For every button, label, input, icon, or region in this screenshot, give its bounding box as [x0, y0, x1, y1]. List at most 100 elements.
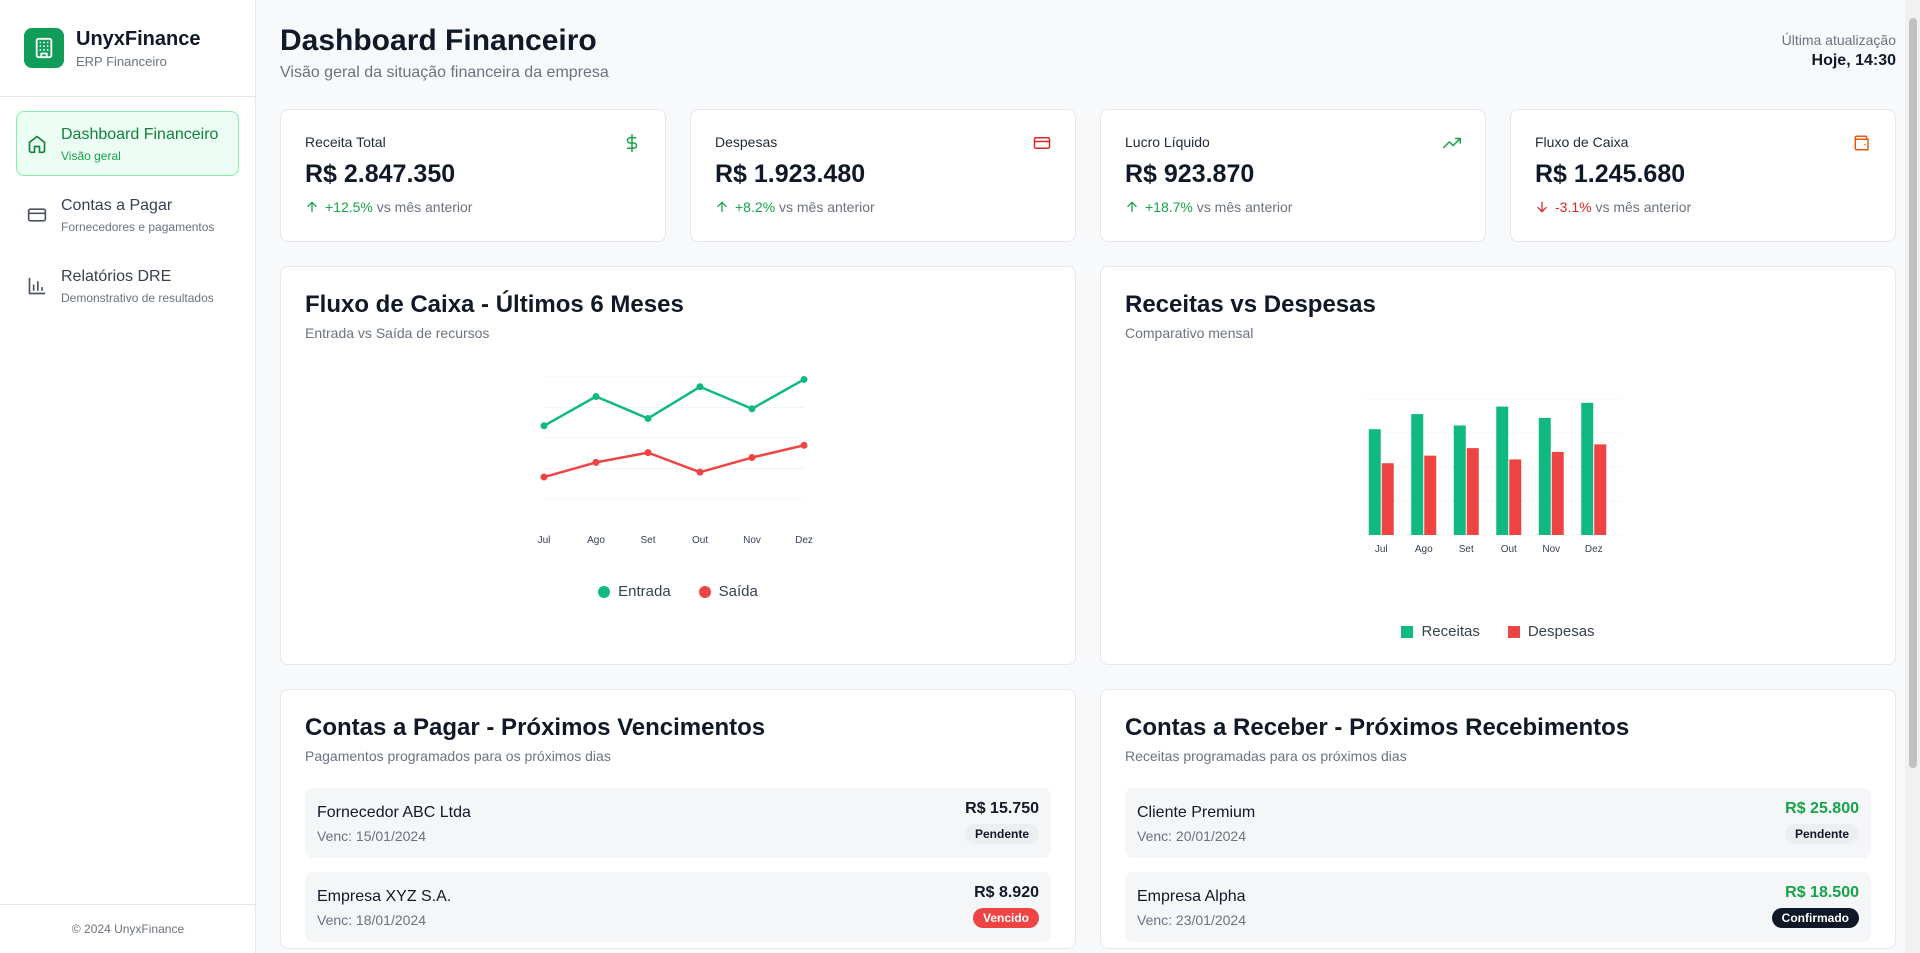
arrow-down-icon — [1537, 201, 1547, 213]
credit-card-icon — [27, 208, 47, 222]
chart-legend: Entrada Saída — [281, 583, 1075, 600]
sidebar: UnyxFinance ERP Financeiro Dashboard Fin… — [0, 0, 256, 953]
bar — [1424, 455, 1437, 535]
sidebar-item-sublabel: Fornecedores e pagamentos — [61, 220, 215, 234]
payables-card: Contas a Pagar - Próximos Vencimentos Pa… — [280, 689, 1076, 949]
item-date: Venc: 18/01/2024 — [317, 912, 426, 928]
bar — [1509, 459, 1522, 535]
sidebar-item-label: Dashboard Financeiro — [61, 126, 219, 143]
legend-item-entrada: Entrada — [598, 583, 671, 600]
bar-chart-icon — [28, 277, 46, 295]
credit-card-icon — [1033, 137, 1051, 149]
data-point — [592, 458, 600, 466]
item-amount-block: R$ 25.800 Pendente — [1784, 800, 1859, 844]
item-amount-block: R$ 18.500 Confirmado — [1771, 884, 1859, 928]
sidebar-item-dashboard[interactable]: Dashboard Financeiro Visão geral — [16, 111, 239, 176]
item-amount-block: R$ 15.750 Pendente — [964, 800, 1039, 844]
kpi-label: Fluxo de Caixa — [1535, 134, 1629, 150]
bar — [1538, 417, 1551, 535]
data-point — [540, 422, 548, 430]
kpi-label: Receita Total — [305, 134, 386, 150]
list-item[interactable]: Empresa XYZ S.A. Venc: 18/01/2024 R$ 8.9… — [305, 872, 1051, 942]
x-tick-label: Nov — [743, 535, 761, 546]
item-amount: R$ 25.800 — [1785, 800, 1859, 817]
brand[interactable]: UnyxFinance ERP Financeiro — [0, 0, 255, 97]
page-title: Dashboard Financeiro — [280, 24, 597, 57]
kpi-delta-value: +12.5% — [325, 199, 373, 215]
chart-legend: Receitas Despesas — [1101, 623, 1895, 640]
kpi-value: R$ 1.923.480 — [715, 160, 866, 188]
data-point — [644, 449, 652, 457]
cash-flow-line-chart: Jul Ago Set Out Nov Dez — [538, 375, 813, 546]
list-item[interactable]: Fornecedor ABC Ltda Venc: 15/01/2024 R$ … — [305, 788, 1051, 858]
legend-item-receitas: Receitas — [1401, 623, 1480, 640]
kpi-card-receita: Receita Total R$ 2.847.350 +12.5% vs mês… — [280, 109, 666, 242]
item-date: Venc: 20/01/2024 — [1137, 828, 1246, 844]
revenue-expense-bar-chart: Jul Ago Set Out Nov Dez — [1366, 398, 1621, 555]
kpi-delta-suffix: vs mês anterior — [376, 199, 473, 215]
home-icon — [28, 135, 46, 154]
scrollbar-thumb[interactable] — [1909, 18, 1917, 768]
sidebar-nav: Dashboard Financeiro Visão geral Contas … — [0, 97, 255, 338]
kpi-card-lucro: Lucro Líquido R$ 923.870 +18.7% vs mês a… — [1100, 109, 1486, 242]
sidebar-item-contas-a-pagar[interactable]: Contas a Pagar Fornecedores e pagamentos — [16, 182, 239, 247]
sidebar-item-relatorios-dre[interactable]: Relatórios DRE Demonstrativo de resultad… — [16, 253, 239, 318]
x-tick-label: Out — [692, 535, 708, 546]
kpi-delta-value: -3.1% — [1555, 199, 1592, 215]
x-tick-label: Set — [640, 535, 655, 546]
lists-row: Contas a Pagar - Próximos Vencimentos Pa… — [280, 689, 1896, 949]
bar — [1381, 463, 1394, 535]
arrow-up-icon — [307, 201, 317, 213]
page-scrollbar[interactable] — [1905, 0, 1920, 953]
item-amount: R$ 8.920 — [974, 884, 1039, 901]
card-subtitle: Receitas programadas para os próximos di… — [1125, 748, 1407, 764]
card-title: Fluxo de Caixa - Últimos 6 Meses — [305, 291, 684, 318]
sidebar-item-sublabel: Visão geral — [61, 149, 121, 163]
data-point — [644, 414, 652, 422]
payables-list: Fornecedor ABC Ltda Venc: 15/01/2024 R$ … — [305, 788, 1051, 942]
x-tick-label: Dez — [795, 535, 813, 546]
x-tick-label: Set — [1459, 544, 1474, 555]
kpi-delta-suffix: vs mês anterior — [1196, 199, 1293, 215]
kpi-delta-suffix: vs mês anterior — [1595, 199, 1692, 215]
bar — [1368, 429, 1381, 535]
card-title: Receitas vs Despesas — [1125, 291, 1376, 318]
charts-row: Fluxo de Caixa - Últimos 6 Meses Entrada… — [280, 266, 1896, 665]
main-content: Dashboard Financeiro Visão geral da situ… — [256, 0, 1920, 953]
arrow-up-icon — [717, 201, 727, 213]
kpi-delta-value: +8.2% — [735, 199, 776, 215]
kpi-delta: +18.7% vs mês anterior — [1125, 199, 1461, 215]
kpi-label: Despesas — [715, 134, 778, 150]
last-update-value: Hoje, 14:30 — [1811, 52, 1896, 69]
item-date: Venc: 23/01/2024 — [1137, 912, 1246, 928]
card-subtitle: Pagamentos programados para os próximos … — [305, 748, 611, 764]
sidebar-footer: © 2024 UnyxFinance — [0, 904, 256, 953]
series-line — [543, 378, 805, 427]
legend-label: Saída — [718, 583, 758, 600]
legend-square — [1401, 625, 1414, 638]
list-item[interactable]: Empresa Alpha Venc: 23/01/2024 R$ 18.500… — [1125, 872, 1871, 942]
status-badge: Confirmado — [1771, 908, 1859, 928]
x-tick-label: Out — [1501, 544, 1517, 555]
legend-label: Receitas — [1421, 623, 1480, 640]
x-tick-label: Nov — [1542, 544, 1560, 555]
kpi-value: R$ 2.847.350 — [305, 160, 456, 188]
item-name: Empresa XYZ S.A. — [317, 888, 452, 905]
list-item[interactable]: Cliente Premium Venc: 20/01/2024 R$ 25.8… — [1125, 788, 1871, 858]
x-tick-label: Jul — [538, 535, 551, 546]
dollar-icon — [626, 134, 638, 152]
data-point — [800, 375, 808, 383]
item-name: Cliente Premium — [1137, 804, 1256, 821]
legend-label: Despesas — [1527, 623, 1595, 640]
bar — [1496, 406, 1509, 535]
item-name: Fornecedor ABC Ltda — [317, 804, 471, 821]
legend-dot — [698, 585, 711, 598]
item-name: Empresa Alpha — [1137, 888, 1246, 905]
last-update-label: Última atualização — [1781, 32, 1896, 48]
item-amount-block: R$ 8.920 Vencido — [972, 884, 1039, 928]
x-tick-label: Dez — [1585, 544, 1603, 555]
kpi-value: R$ 1.245.680 — [1535, 160, 1686, 188]
sidebar-item-sublabel: Demonstrativo de resultados — [61, 291, 214, 305]
legend-label: Entrada — [618, 583, 671, 600]
card-title: Contas a Pagar - Próximos Vencimentos — [305, 714, 766, 741]
